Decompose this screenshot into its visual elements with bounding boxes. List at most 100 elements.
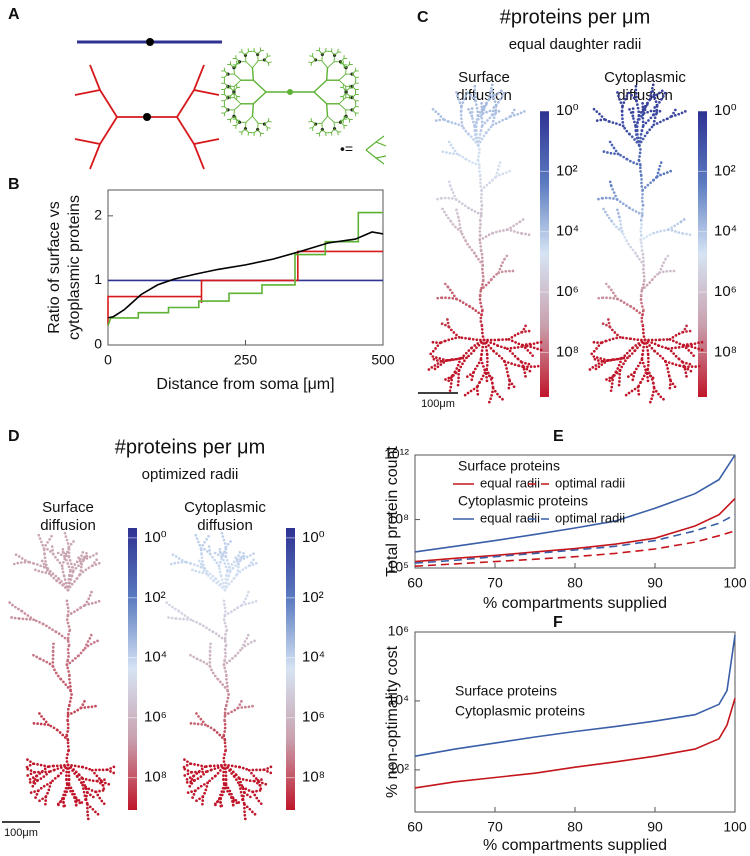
branch	[331, 51, 335, 56]
neuron-segment	[213, 763, 227, 778]
neuron-segment	[243, 803, 257, 817]
neuron-segment	[203, 566, 217, 580]
neuron-segment	[439, 196, 458, 201]
colorbar	[540, 111, 549, 397]
neuron-segment	[485, 123, 495, 134]
colorbar-tick-label: 10²	[714, 162, 736, 179]
neuron-segment	[615, 197, 631, 210]
neuron-segment	[604, 335, 622, 343]
neuron-segment	[65, 748, 71, 767]
neuron-segment	[454, 90, 463, 108]
neuron-segment	[640, 188, 645, 207]
neuron-segment	[91, 560, 104, 567]
neuron-segment	[681, 232, 695, 237]
neuron-segment	[641, 323, 647, 342]
neuron-segment	[448, 184, 458, 201]
neuron-segment	[472, 251, 485, 267]
neuron-segment	[464, 239, 476, 255]
branch	[325, 103, 329, 117]
neuron-segment	[627, 132, 641, 147]
neuron-segment	[66, 763, 85, 769]
data-line	[107, 250, 383, 326]
legend-heading: Cytoplasmic proteins	[458, 493, 588, 509]
neuron-segment	[73, 796, 84, 806]
neuron-segment	[480, 101, 490, 112]
neuron-segment	[240, 590, 251, 607]
view-title: Surface	[458, 69, 510, 86]
neuron-segment	[174, 617, 193, 622]
legend-label: optimal radii	[555, 510, 625, 525]
neuron-segment	[635, 99, 641, 117]
neuron-segment	[65, 763, 70, 782]
colorbar-tick-label: 10⁰	[144, 529, 167, 546]
neuron-segment	[211, 630, 227, 642]
neuron-segment	[482, 338, 496, 353]
y-tick-label: 10¹²	[384, 446, 409, 462]
neuron-segment	[83, 639, 100, 650]
x-tick-label: 90	[647, 575, 663, 591]
branch	[351, 70, 356, 75]
neuron-segment	[235, 564, 251, 576]
neuron-segment	[446, 285, 458, 301]
neuron-segment	[478, 218, 482, 237]
legend-tree	[365, 135, 387, 165]
neuron-segment	[212, 728, 227, 742]
neuron-segment	[447, 179, 452, 187]
y-tick-label: 10⁵	[388, 559, 409, 575]
neuron-segment	[609, 375, 615, 393]
neuron-segment	[57, 577, 70, 592]
neuron-segment	[204, 572, 215, 582]
neuron-segment	[430, 355, 449, 362]
neuron-segment	[639, 278, 646, 297]
neuron-segment	[480, 263, 485, 282]
neuron-segment	[463, 385, 479, 397]
neuron-segment	[222, 748, 228, 767]
neuron-segment	[222, 654, 237, 667]
neuron-segment	[593, 117, 606, 123]
neuron-segment	[481, 108, 494, 115]
neuron-segment	[641, 109, 645, 127]
neuron-segment	[478, 231, 495, 242]
neuron-segment	[190, 789, 197, 802]
neuron-segment	[670, 109, 688, 118]
neuron-segment	[217, 545, 223, 558]
branch	[351, 106, 356, 111]
neuron-segment	[434, 196, 443, 201]
x-tick-label: 60	[407, 575, 423, 591]
branch	[257, 50, 261, 55]
neuron-segment	[223, 706, 240, 717]
neuron-segment	[645, 372, 650, 385]
neuron-segment	[607, 120, 625, 128]
neuron-segment	[453, 357, 462, 374]
neuron-segment	[641, 101, 651, 112]
neuron-segment	[615, 297, 632, 308]
neuron-segment	[79, 704, 98, 710]
neuron-segment	[247, 768, 261, 784]
branch	[230, 115, 235, 120]
y-axis-label: Ratio of surface vs	[46, 201, 63, 334]
x-tick-label: 100	[723, 819, 747, 835]
branch	[340, 58, 345, 63]
neuron-segment	[71, 558, 85, 573]
neuron-segment	[233, 775, 242, 787]
neuron-segment	[237, 553, 245, 566]
x-tick-label: 90	[647, 819, 663, 835]
neuron-segment	[206, 774, 217, 785]
neuron-segment	[83, 599, 102, 607]
neuron-segment	[65, 783, 77, 800]
view-title: Surface	[42, 499, 94, 516]
neuron-segment	[620, 346, 634, 360]
neuron-segment	[604, 281, 611, 288]
neuron-segment	[599, 321, 612, 328]
x-tick-label: 0	[104, 352, 112, 368]
neuron-segment	[457, 356, 468, 373]
panel-label: B	[8, 176, 20, 193]
y-tick-label: 10²	[389, 761, 410, 777]
neuron-segment	[235, 562, 240, 576]
neuron-segment	[83, 633, 93, 650]
neuron-segment	[23, 762, 35, 771]
neuron-segment	[253, 777, 266, 783]
neuron-segment	[240, 633, 250, 650]
branch	[331, 128, 335, 133]
neuron-segment	[207, 542, 212, 556]
